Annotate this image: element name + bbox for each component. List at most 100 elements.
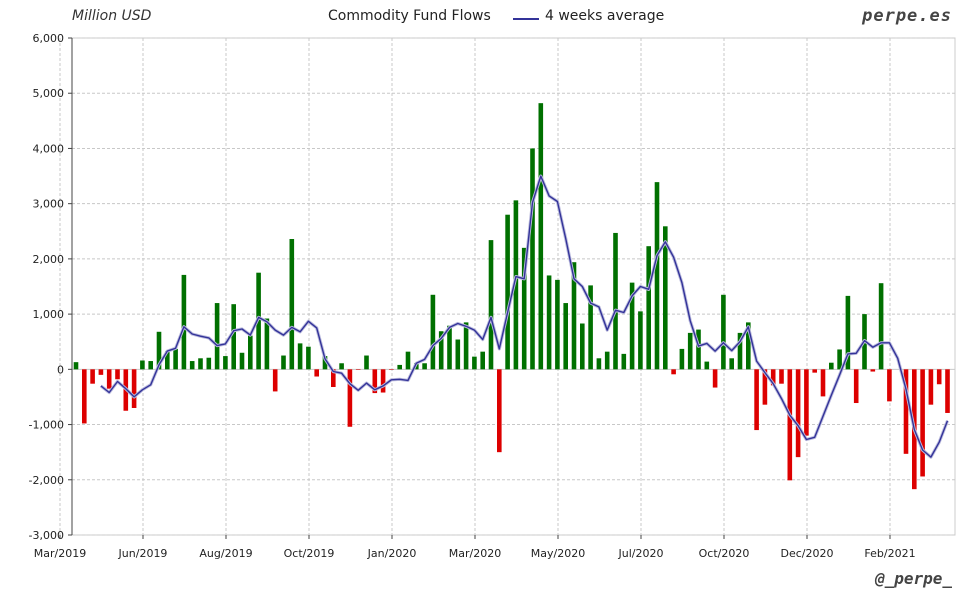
flow-bar bbox=[438, 331, 444, 370]
flow-bar bbox=[173, 348, 178, 370]
flow-bar bbox=[231, 304, 236, 370]
y-tick-label: 6,000 bbox=[33, 32, 65, 45]
flow-bar bbox=[737, 332, 743, 370]
flow-bar bbox=[206, 357, 212, 370]
y-tick-label: -3,000 bbox=[29, 529, 64, 542]
x-tick-label: Oct/2020 bbox=[699, 547, 750, 560]
brand-watermark: perpe.es bbox=[862, 6, 952, 26]
flow-bar bbox=[712, 369, 718, 388]
flow-bar bbox=[621, 353, 627, 370]
y-tick-label: -1,000 bbox=[29, 419, 64, 432]
average-line bbox=[100, 175, 949, 458]
flow-bar bbox=[73, 362, 79, 370]
flow-bar bbox=[679, 348, 685, 370]
legend-average-swatch bbox=[513, 18, 539, 20]
x-tick-label: Jun/2019 bbox=[118, 547, 168, 560]
flow-bar bbox=[480, 351, 485, 370]
flow-bar bbox=[812, 369, 817, 373]
flow-bar bbox=[646, 246, 651, 370]
flow-bar bbox=[264, 318, 270, 370]
average-line-layer bbox=[99, 174, 949, 459]
flow-bar bbox=[430, 294, 436, 370]
flow-bar bbox=[389, 369, 394, 370]
flow-bar bbox=[754, 369, 759, 431]
flow-bar bbox=[804, 369, 809, 436]
flow-bar bbox=[98, 369, 104, 375]
flow-bar bbox=[505, 214, 510, 370]
y-tick-label: 5,000 bbox=[33, 87, 65, 100]
flow-bar bbox=[721, 294, 726, 370]
flow-bar bbox=[555, 279, 560, 370]
flow-bar bbox=[580, 323, 585, 370]
flow-bar bbox=[156, 331, 162, 370]
flow-bar bbox=[704, 361, 710, 370]
flow-bar bbox=[339, 363, 344, 370]
flow-bar bbox=[829, 362, 834, 370]
flow-bar bbox=[762, 369, 768, 405]
flow-bar bbox=[131, 369, 137, 408]
flow-bar bbox=[596, 358, 602, 370]
flow-bar bbox=[272, 369, 278, 392]
flow-bar bbox=[795, 369, 801, 458]
flow-bar bbox=[405, 351, 411, 370]
flow-bar bbox=[654, 182, 660, 370]
flow-bar bbox=[297, 343, 303, 370]
y-tick-label: -2,000 bbox=[29, 474, 64, 487]
flow-bar bbox=[729, 358, 734, 370]
y-tick-label: 1,000 bbox=[33, 308, 65, 321]
flow-bar bbox=[239, 352, 245, 370]
flow-bar bbox=[521, 247, 527, 370]
flow-bar bbox=[106, 369, 112, 389]
x-tick-label: Dec/2020 bbox=[781, 547, 834, 560]
legend-average-label: 4 weeks average bbox=[545, 8, 665, 24]
flow-bar bbox=[380, 369, 386, 393]
flow-bar bbox=[629, 282, 635, 370]
flow-bar bbox=[878, 283, 884, 370]
flow-bar bbox=[920, 369, 925, 477]
chart-title: Commodity Fund Flows bbox=[328, 8, 491, 24]
flow-bar bbox=[638, 311, 643, 370]
flow-bar bbox=[530, 148, 535, 370]
flow-bar bbox=[687, 332, 693, 370]
flow-bar bbox=[364, 355, 369, 370]
flow-bar bbox=[82, 369, 87, 424]
flow-bar bbox=[148, 361, 153, 370]
flow-bar bbox=[488, 240, 494, 370]
y-tick-label: 4,000 bbox=[33, 142, 65, 155]
flow-bar bbox=[397, 364, 402, 370]
flow-bar bbox=[746, 322, 751, 370]
y-tick-label: 2,000 bbox=[33, 253, 65, 266]
flow-bar bbox=[945, 369, 950, 413]
y-tick-label: 3,000 bbox=[33, 198, 65, 211]
x-tick-label: Mar/2019 bbox=[34, 547, 86, 560]
flow-bar bbox=[820, 369, 826, 397]
flow-bar bbox=[463, 322, 469, 370]
flow-bar bbox=[281, 355, 286, 370]
flow-bar bbox=[497, 369, 502, 453]
flow-bar bbox=[372, 369, 378, 394]
flow-bar bbox=[903, 369, 909, 454]
flow-bar bbox=[588, 285, 593, 370]
flow-bar bbox=[189, 361, 195, 370]
unit-label: Million USD bbox=[72, 8, 152, 24]
flow-bar bbox=[198, 358, 203, 370]
axis-layer: 6,000 5,000 4,000 3,000 2,000 1,000 0 -1,000 -2,… bbox=[29, 32, 916, 560]
flow-bar bbox=[355, 369, 361, 370]
x-tick-label: May/2020 bbox=[531, 547, 585, 560]
flow-bar bbox=[671, 369, 676, 375]
flow-bar bbox=[248, 335, 253, 370]
x-tick-label: Aug/2019 bbox=[199, 547, 252, 560]
flow-bar bbox=[347, 369, 353, 427]
flow-bar bbox=[214, 303, 220, 370]
flow-bar bbox=[936, 369, 942, 385]
flow-bar bbox=[115, 369, 120, 380]
grid-layer bbox=[59, 37, 956, 536]
flow-bar bbox=[289, 239, 295, 370]
flow-bar bbox=[779, 369, 784, 384]
x-tick-label: Mar/2020 bbox=[449, 547, 501, 560]
flow-bar bbox=[887, 369, 892, 402]
flow-bar bbox=[513, 200, 519, 370]
flow-bar bbox=[613, 232, 618, 370]
flow-bar bbox=[663, 226, 668, 370]
